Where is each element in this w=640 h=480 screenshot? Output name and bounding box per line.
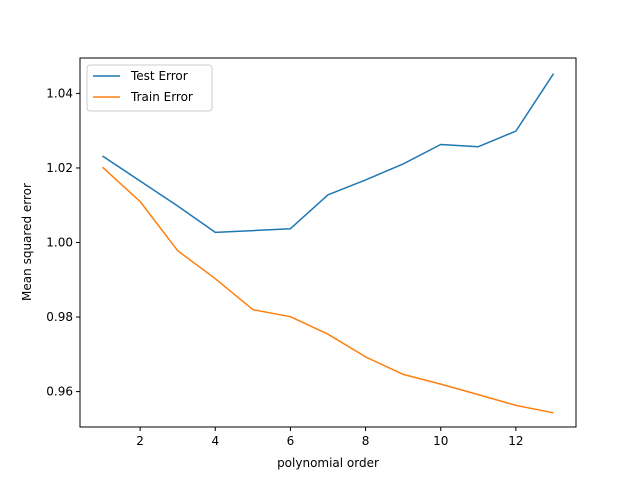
y-axis: 0.96 0.98 1.00 1.02 1.04 (46, 86, 80, 399)
x-tick-label: 8 (362, 434, 370, 448)
y-tick-label: 0.96 (46, 385, 73, 399)
y-tick-label: 1.04 (46, 86, 73, 100)
x-axis: 2 4 6 8 10 12 (136, 427, 524, 448)
legend-entry-label: Train Error (130, 90, 193, 104)
series-line-test-error (102, 73, 555, 234)
legend: Test Error Train Error (86, 64, 213, 112)
x-tick-label: 12 (508, 434, 523, 448)
x-tick-label: 10 (433, 434, 448, 448)
x-axis-label: polynomial order (277, 456, 379, 470)
x-tick-label: 4 (211, 434, 219, 448)
y-tick-label: 1.02 (46, 161, 73, 175)
y-tick-label: 0.98 (46, 310, 73, 324)
series-line-train-error (101, 166, 554, 414)
y-tick-label: 1.00 (46, 236, 73, 250)
legend-entry-label: Test Error (130, 69, 188, 83)
x-tick-label: 2 (136, 434, 144, 448)
series-layer (101, 73, 555, 414)
x-tick-label: 6 (287, 434, 295, 448)
y-axis-label: Mean squared error (20, 183, 34, 301)
